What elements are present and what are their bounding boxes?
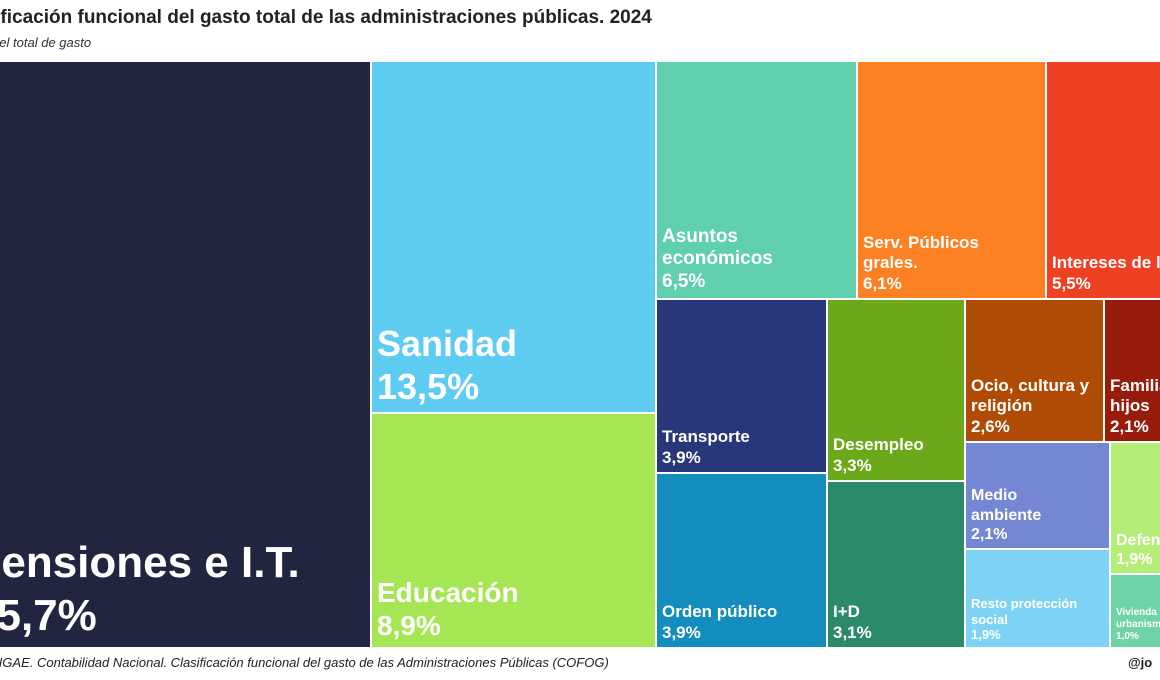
tile-label: Vivienda y urbanismo: [1116, 607, 1160, 630]
source: Fuente: IGAE. Contabilidad Nacional. Cla…: [0, 655, 609, 670]
tile: Intereses de la deuda5,5%: [1047, 62, 1160, 298]
tile-value: 1,9%: [971, 627, 1001, 643]
tile-value: 6,5%: [662, 271, 706, 293]
tile-label: Defensa: [1116, 531, 1160, 549]
tile-label: Transporte: [662, 427, 750, 447]
tile: Sanidad 13,5%: [372, 62, 655, 412]
tile-label: Orden público: [662, 602, 778, 622]
tile: Serv. Públicos grales. 6,1%: [858, 62, 1045, 298]
tile-value: 3,1%: [833, 622, 872, 642]
tile: Vivienda y urbanismo1,0%: [1111, 575, 1160, 647]
tile: Educación 8,9%: [372, 414, 655, 647]
tile-value: 3,9%: [662, 622, 701, 642]
tile-value: 5,5%: [1052, 273, 1091, 293]
tile: Orden público 3,9%: [657, 474, 826, 647]
tile-label: Asuntos económicos: [662, 225, 773, 270]
tile-value: 3,3%: [833, 455, 872, 475]
tile: Resto protección social 1,9%: [966, 550, 1109, 647]
tile-label: Medio ambiente: [971, 487, 1042, 524]
tile-label: Pensiones e I.T.: [0, 538, 300, 588]
tile-label: Familia e hijos: [1110, 375, 1160, 416]
tile-label: I+D: [833, 602, 860, 622]
credit: @jo: [1128, 655, 1153, 670]
tile-label: Resto protección social: [971, 596, 1078, 627]
tile-label: Desempleo: [833, 435, 924, 455]
tile: Defensa1,9%: [1111, 443, 1160, 573]
tile-value: 2,1%: [971, 525, 1008, 543]
tile: Asuntos económicos 6,5%: [657, 62, 856, 298]
tile-value: 1,9%: [1116, 550, 1153, 568]
tile-value: 8,9%: [377, 610, 441, 642]
tile-value: 1,0%: [1116, 631, 1139, 642]
chart-subtitle: % sobre el total de gasto: [0, 35, 92, 50]
tile-value: 2,1%: [1110, 416, 1149, 436]
tile-value: 6,1%: [863, 273, 902, 293]
tile-value: 3,9%: [662, 447, 701, 467]
tile-value: 13,5%: [377, 365, 480, 407]
tile-label: Ocio, cultura y religión: [971, 375, 1090, 416]
tile-value: 2,6%: [971, 416, 1010, 436]
chart-title: Clasificación funcional del gasto total …: [0, 7, 652, 28]
tile: I+D 3,1%: [828, 482, 964, 647]
tile: Pensiones e I.T.35,7%: [0, 62, 370, 647]
tile: Transporte 3,9%: [657, 300, 826, 472]
tile-label: Educación: [377, 576, 519, 608]
tile-label: Serv. Públicos grales.: [863, 232, 979, 273]
tile: Ocio, cultura y religión 2,6%: [966, 300, 1103, 441]
tile-label: Intereses de la deuda: [1052, 253, 1160, 273]
tile-value: 35,7%: [0, 591, 97, 641]
tile: Medio ambiente 2,1%: [966, 443, 1109, 548]
tile: Desempleo 3,3%: [828, 300, 964, 480]
treemap: Pensiones e I.T.35,7%Sanidad13,5%Educaci…: [0, 62, 1160, 647]
tile-label: Sanidad: [377, 322, 518, 364]
